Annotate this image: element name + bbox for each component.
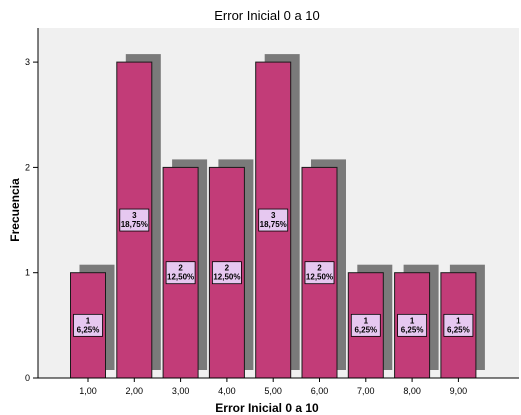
data-label-percent: 12,50%: [213, 273, 240, 282]
data-label-percent: 6,25%: [77, 325, 100, 334]
bar-group: 318,75%: [255, 54, 300, 379]
data-label-box: [304, 261, 335, 285]
data-label-percent: 6,25%: [401, 325, 424, 334]
data-label-box: [258, 208, 289, 232]
x-tick-label: 2,00: [126, 386, 144, 396]
data-label-percent: 12,50%: [306, 273, 333, 282]
data-label-box: [350, 313, 381, 337]
data-label-percent: 6,25%: [447, 325, 470, 334]
bar-group: 212,50%: [301, 159, 346, 379]
data-label-percent: 12,50%: [167, 273, 194, 282]
data-label-count: 1: [456, 316, 461, 325]
x-tick-label: 7,00: [357, 386, 375, 396]
x-tick-label: 3,00: [172, 386, 190, 396]
data-label-box: [119, 208, 150, 232]
data-label-percent: 6,25%: [354, 325, 377, 334]
data-label-percent: 18,75%: [121, 220, 148, 229]
bar-group: 16,25%: [70, 264, 115, 379]
x-tick-label: 6,00: [311, 386, 329, 396]
x-tick-label: 4,00: [218, 386, 236, 396]
y-axis-title: Frecuencia: [8, 178, 22, 242]
y-tick-label: 2: [25, 162, 30, 172]
bar-group: 16,25%: [394, 264, 439, 379]
x-tick-label: 9,00: [450, 386, 468, 396]
data-label-count: 1: [86, 316, 91, 325]
x-tick-label: 1,00: [79, 386, 97, 396]
bar-group: 212,50%: [208, 159, 254, 379]
y-tick-label: 0: [25, 373, 30, 383]
bar-group: 16,25%: [440, 264, 485, 379]
bar-group: 16,25%: [347, 264, 393, 379]
bar-group: 212,50%: [162, 159, 208, 379]
chart-title: Error Inicial 0 a 10: [214, 8, 320, 23]
x-tick-label: 8,00: [403, 386, 421, 396]
data-label-count: 3: [271, 211, 276, 220]
bar-group: 318,75%: [116, 54, 161, 379]
data-label-box: [211, 261, 242, 285]
x-axis-title: Error Inicial 0 a 10: [215, 401, 319, 415]
y-tick-label: 3: [25, 57, 30, 67]
data-label-count: 3: [132, 211, 137, 220]
data-label-count: 2: [317, 264, 322, 273]
data-label-count: 1: [364, 316, 369, 325]
data-label-box: [165, 261, 196, 285]
data-label-count: 1: [410, 316, 415, 325]
y-tick-label: 1: [25, 268, 30, 278]
data-label-count: 2: [178, 264, 183, 273]
x-tick-label: 5,00: [264, 386, 282, 396]
data-label-box: [443, 313, 474, 337]
data-label-percent: 18,75%: [260, 220, 287, 229]
data-label-box: [73, 313, 103, 337]
data-label-count: 2: [225, 264, 230, 273]
data-label-box: [397, 313, 428, 337]
